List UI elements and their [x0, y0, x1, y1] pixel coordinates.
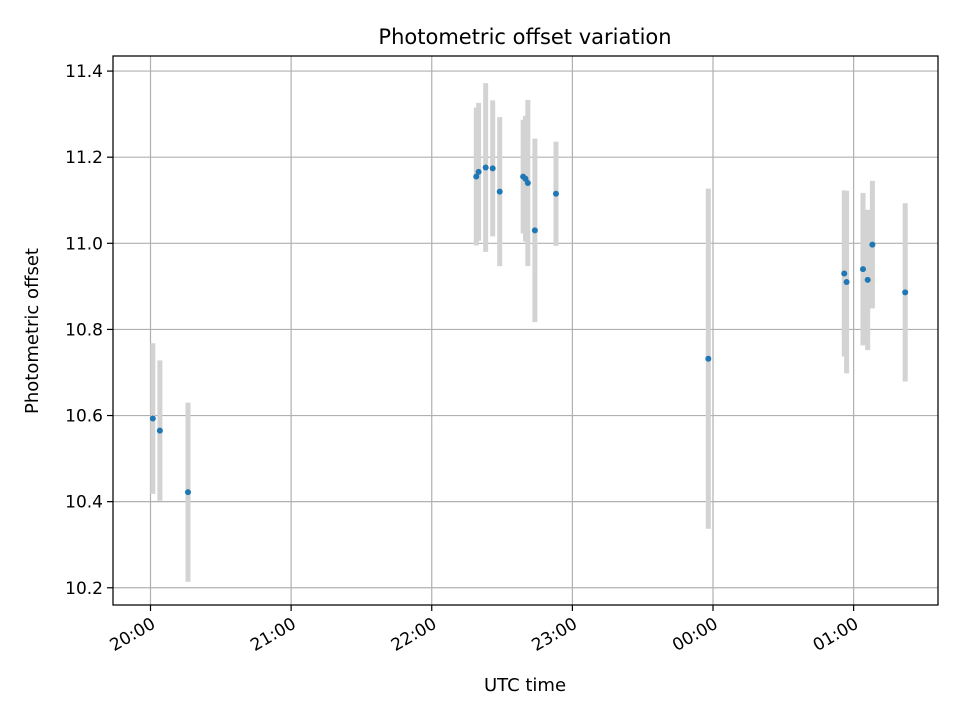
data-point — [156, 427, 163, 434]
y-tick-label: 10.4 — [65, 493, 103, 513]
data-point — [524, 180, 531, 187]
y-tick-label: 11.0 — [65, 234, 103, 254]
data-point — [552, 190, 559, 197]
y-tick-label: 10.8 — [65, 320, 103, 340]
data-point — [489, 165, 496, 172]
y-tick-label: 10.6 — [65, 407, 103, 427]
data-point — [185, 489, 191, 496]
data-point — [860, 266, 866, 273]
y-tick-label: 10.2 — [65, 579, 103, 599]
data-point — [869, 241, 876, 248]
data-point — [482, 164, 489, 171]
chart-title: Photometric offset variation — [378, 25, 671, 49]
data-point — [531, 227, 538, 234]
data-point — [475, 168, 482, 175]
data-point — [864, 276, 871, 283]
data-point — [841, 270, 848, 277]
data-point — [705, 355, 712, 362]
x-axis-title: UTC time — [484, 675, 566, 696]
data-point — [902, 289, 909, 296]
y-tick-label: 11.2 — [65, 148, 103, 168]
y-tick-label: 11.4 — [65, 62, 103, 82]
data-point — [473, 173, 480, 180]
data-point — [149, 415, 156, 422]
data-points — [149, 164, 909, 496]
data-point — [843, 279, 850, 286]
y-axis-title: Photometric offset — [22, 248, 43, 414]
plot-frame — [112, 55, 939, 606]
data-point — [496, 188, 503, 195]
